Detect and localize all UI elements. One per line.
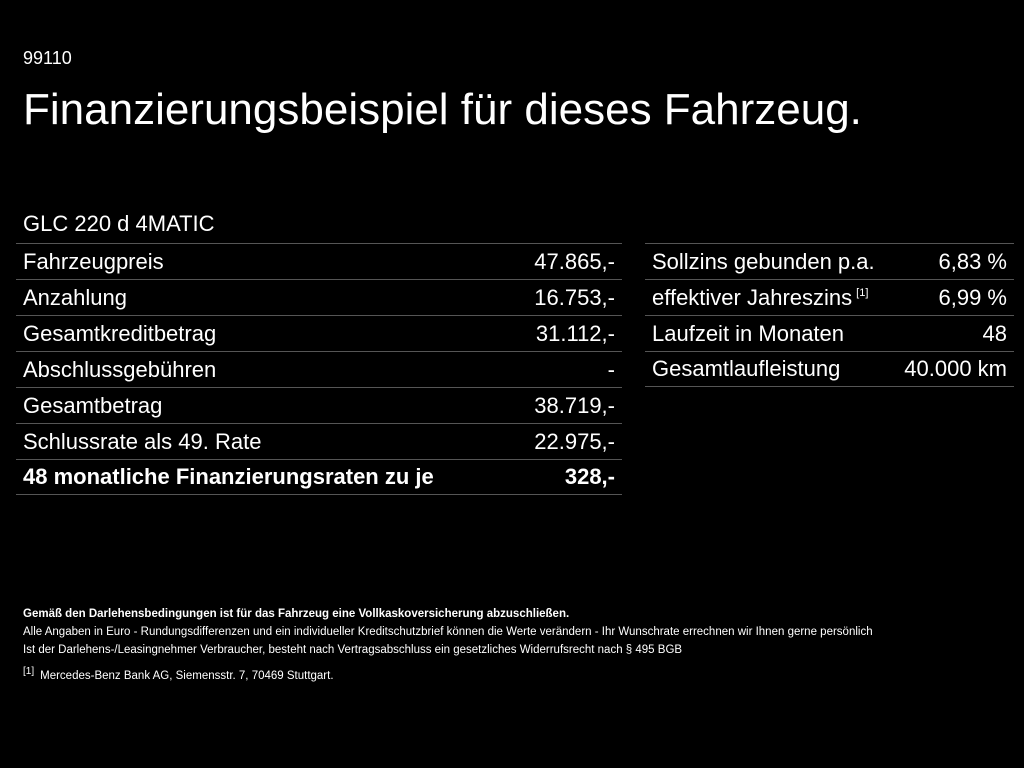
footnote-ref: [1] bbox=[856, 287, 869, 300]
row-label: 48 monatliche Finanzierungsraten zu je bbox=[23, 464, 434, 489]
table-row: Gesamtlaufleistung 40.000 km bbox=[645, 351, 1014, 387]
row-value: - bbox=[607, 356, 615, 382]
table-row: Abschlussgebühren - bbox=[16, 351, 622, 387]
row-value: 16.753,- bbox=[534, 284, 615, 310]
row-label: Gesamtbetrag bbox=[23, 392, 163, 418]
row-value: 328,- bbox=[564, 464, 615, 489]
table-row: Schlussrate als 49. Rate 22.975,- bbox=[16, 423, 622, 459]
row-value: 31.112,- bbox=[535, 320, 615, 346]
row-value: 48 bbox=[982, 320, 1007, 346]
row-label: Abschlussgebühren bbox=[23, 356, 217, 382]
withdrawal-note: Ist der Darlehens-/Leasingnehmer Verbrau… bbox=[23, 644, 683, 656]
footnote-text: Mercedes-Benz Bank AG, Siemensstr. 7, 70… bbox=[40, 669, 334, 682]
row-value: 47.865,- bbox=[534, 248, 615, 274]
row-value: 40.000 km bbox=[904, 356, 1007, 381]
table-row: Gesamtbetrag 38.719,- bbox=[16, 387, 622, 423]
table-row: Sollzins gebunden p.a. 6,83 % bbox=[645, 243, 1014, 279]
table-row: Laufzeit in Monaten 48 bbox=[645, 315, 1014, 351]
row-label: Schlussrate als 49. Rate bbox=[23, 428, 262, 454]
row-value: 6,99 % bbox=[938, 284, 1008, 310]
row-label-wrap: effektiver Jahreszins [1] bbox=[652, 285, 868, 311]
financing-table: Fahrzeugpreis 47.865,- Anzahlung 16.753,… bbox=[16, 243, 622, 495]
vehicle-model: GLC 220 d 4MATIC bbox=[23, 211, 215, 236]
table-row: effektiver Jahreszins [1] 6,99 % bbox=[645, 279, 1014, 315]
offer-code: 99110 bbox=[23, 48, 72, 68]
insurance-note: Gemäß den Darlehensbedingungen ist für d… bbox=[23, 608, 570, 620]
page-title: Finanzierungsbeispiel für dieses Fahrzeu… bbox=[23, 85, 862, 134]
row-label: Anzahlung bbox=[23, 284, 127, 310]
monthly-rate-row: 48 monatliche Finanzierungsraten zu je 3… bbox=[16, 459, 622, 495]
row-label: Gesamtlaufleistung bbox=[652, 356, 841, 381]
table-row: Anzahlung 16.753,- bbox=[16, 279, 622, 315]
legal-notes: Gemäß den Darlehensbedingungen ist für d… bbox=[23, 605, 1003, 685]
row-label: Fahrzeugpreis bbox=[23, 248, 164, 274]
row-label: Gesamtkreditbetrag bbox=[23, 320, 217, 346]
interest-table: Sollzins gebunden p.a. 6,83 % effektiver… bbox=[645, 243, 1014, 387]
table-row: Gesamtkreditbetrag 31.112,- bbox=[16, 315, 622, 351]
footnote-marker: [1] bbox=[23, 666, 35, 677]
row-value: 38.719,- bbox=[534, 392, 615, 418]
row-value: 22.975,- bbox=[534, 428, 615, 454]
row-label: Laufzeit in Monaten bbox=[652, 320, 845, 346]
footnote: [1] Mercedes-Benz Bank AG, Siemensstr. 7,… bbox=[23, 663, 1003, 685]
row-label: Sollzins gebunden p.a. bbox=[652, 248, 875, 274]
table-row: Fahrzeugpreis 47.865,- bbox=[16, 243, 622, 279]
disclaimer-line: Alle Angaben in Euro - Rundungsdifferenz… bbox=[23, 626, 873, 638]
row-value: 6,83 % bbox=[938, 248, 1008, 274]
row-label: effektiver Jahreszins bbox=[652, 284, 853, 310]
